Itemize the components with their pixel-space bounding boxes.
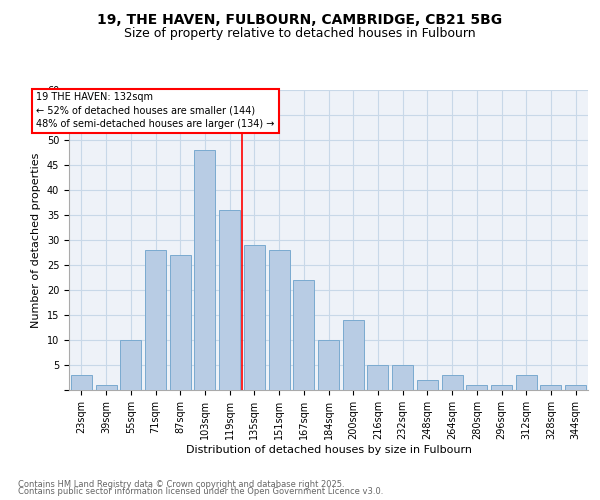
- Text: Size of property relative to detached houses in Fulbourn: Size of property relative to detached ho…: [124, 28, 476, 40]
- Y-axis label: Number of detached properties: Number of detached properties: [31, 152, 41, 328]
- Text: 19 THE HAVEN: 132sqm
← 52% of detached houses are smaller (144)
48% of semi-deta: 19 THE HAVEN: 132sqm ← 52% of detached h…: [37, 92, 275, 129]
- Bar: [120, 340, 141, 390]
- Bar: [318, 340, 339, 390]
- Bar: [541, 385, 562, 390]
- Bar: [565, 385, 586, 390]
- Bar: [491, 385, 512, 390]
- Text: Contains HM Land Registry data © Crown copyright and database right 2025.: Contains HM Land Registry data © Crown c…: [18, 480, 344, 489]
- Bar: [95, 385, 116, 390]
- Bar: [269, 250, 290, 390]
- Text: Contains public sector information licensed under the Open Government Licence v3: Contains public sector information licen…: [18, 487, 383, 496]
- Bar: [343, 320, 364, 390]
- Text: 19, THE HAVEN, FULBOURN, CAMBRIDGE, CB21 5BG: 19, THE HAVEN, FULBOURN, CAMBRIDGE, CB21…: [97, 12, 503, 26]
- Bar: [442, 375, 463, 390]
- Bar: [244, 245, 265, 390]
- Bar: [392, 365, 413, 390]
- Bar: [71, 375, 92, 390]
- Bar: [516, 375, 537, 390]
- Bar: [219, 210, 240, 390]
- Bar: [417, 380, 438, 390]
- Bar: [293, 280, 314, 390]
- Bar: [466, 385, 487, 390]
- Bar: [194, 150, 215, 390]
- Bar: [170, 255, 191, 390]
- Bar: [367, 365, 388, 390]
- Bar: [145, 250, 166, 390]
- X-axis label: Distribution of detached houses by size in Fulbourn: Distribution of detached houses by size …: [185, 444, 472, 454]
